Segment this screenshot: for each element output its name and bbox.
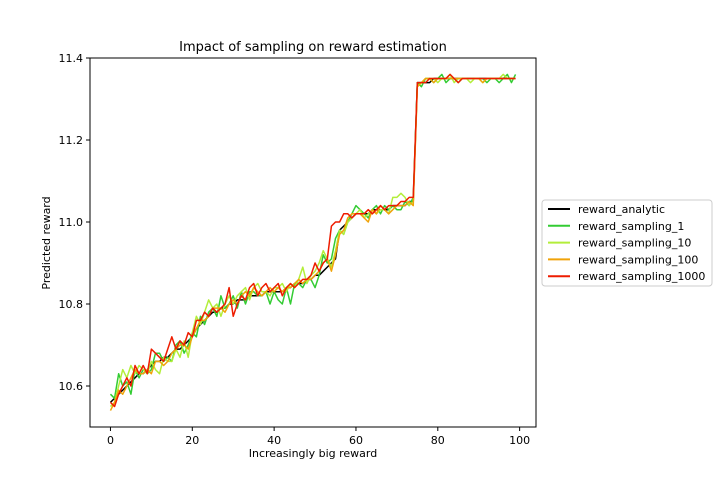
legend-label: reward_analytic: [578, 203, 665, 216]
plot-area: [89, 57, 537, 428]
x-axis-title: Increasingly big reward: [249, 447, 377, 460]
x-tick-label: 100: [509, 434, 530, 447]
legend-items: reward_analytic reward_sampling_1 reward_s…: [548, 203, 705, 283]
x-tick-label: 0: [107, 434, 114, 447]
legend-box: [541, 199, 713, 287]
series-line-reward_sampling_1: [109, 73, 517, 400]
series-line-reward_sampling_100: [109, 77, 516, 411]
y-tick-label: 11.4: [59, 52, 84, 65]
y-tick-label: 11.0: [59, 216, 84, 229]
x-axis: 0 20 40 60 80 100: [107, 427, 530, 447]
x-tick-label: 60: [349, 434, 363, 447]
legend-label: reward_sampling_1: [578, 220, 684, 233]
y-tick-label: 10.6: [59, 380, 84, 393]
y-tick-label: 11.2: [59, 134, 84, 147]
legend-label: reward_sampling_100: [578, 253, 698, 266]
series-line-reward_sampling_10: [109, 73, 516, 408]
series-line-reward_sampling_1000: [109, 73, 516, 408]
legend-label: reward_sampling_10: [578, 237, 691, 250]
y-axis-title: Predicted reward: [40, 196, 53, 289]
y-tick-label: 10.8: [59, 298, 84, 311]
legend-label: reward_sampling_1000: [578, 270, 705, 283]
plot-frame: [89, 57, 537, 428]
series-layer: [109, 73, 517, 411]
chart-title: Impact of sampling on reward estimation: [179, 40, 447, 55]
y-axis: 10.6 10.8 11.0 11.2 11.4: [59, 52, 90, 393]
x-tick-label: 80: [431, 434, 445, 447]
legend: reward_analytic reward_sampling_1 reward_s…: [541, 199, 713, 287]
x-tick-label: 20: [185, 434, 199, 447]
x-tick-label: 40: [267, 434, 281, 447]
